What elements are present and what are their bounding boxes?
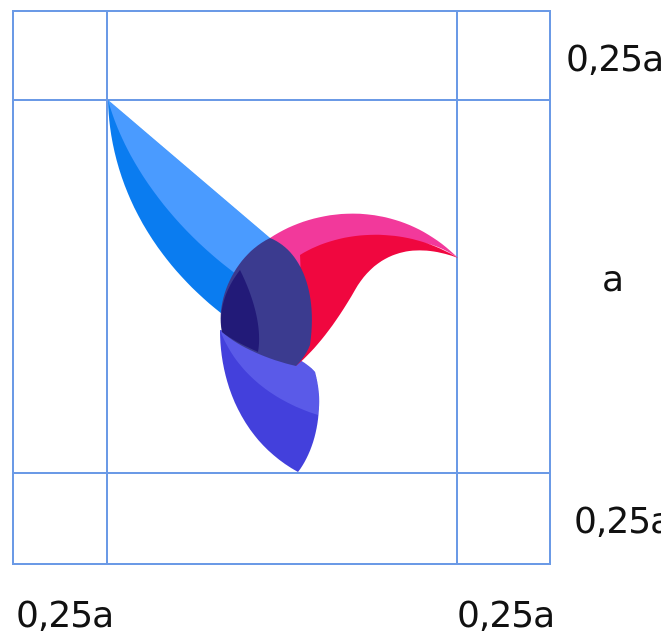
label-right-margin: 0,25a xyxy=(457,595,555,636)
label-bottom-margin: 0,25a xyxy=(574,501,661,542)
label-logo-size: a xyxy=(602,259,624,300)
label-top-margin: 0,25a xyxy=(566,39,661,80)
logo-beak xyxy=(296,234,458,366)
grid-outer-square xyxy=(12,10,551,565)
hummingbird-logo xyxy=(108,100,458,472)
logo-body-shadow xyxy=(220,270,260,352)
label-left-margin: 0,25a xyxy=(16,595,114,636)
construction-grid xyxy=(12,10,551,565)
logo-wing-highlight xyxy=(108,100,287,305)
logo-tail-highlight xyxy=(220,330,320,415)
